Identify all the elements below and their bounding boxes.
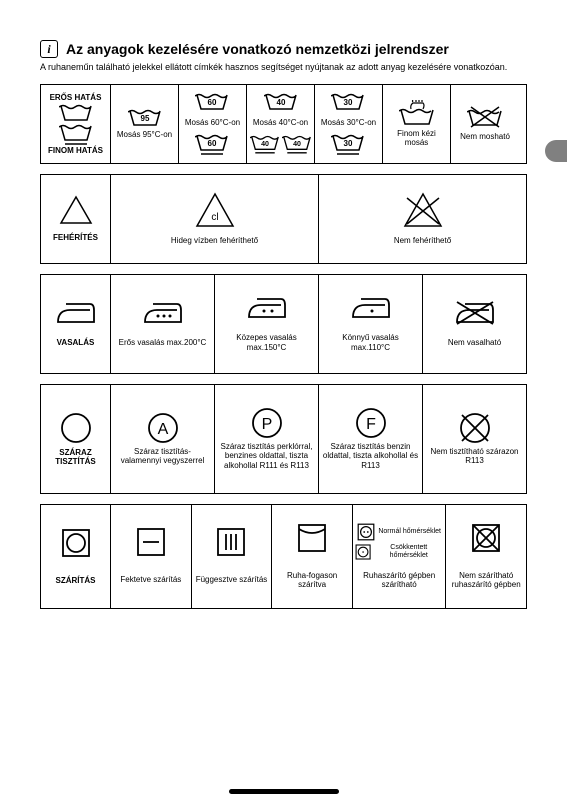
bleach-header: FEHÉRÍTÉS	[53, 233, 98, 242]
basin-40-underline-icon: 40	[250, 132, 280, 156]
dry-header: SZÁRÍTÁS	[56, 576, 96, 585]
dryclean-header: SZÁRAZ TISZTÍTÁS	[44, 448, 107, 466]
circle-a-icon: A	[147, 412, 179, 444]
wash-40-label: Mosás 40°C-on	[253, 118, 308, 128]
square-circle-icon	[61, 528, 91, 558]
dry-tumble-label: Ruhaszárító gépben szárítható	[355, 571, 443, 590]
basin-30-underline-icon: 30	[331, 132, 365, 156]
tumble-cross-icon	[471, 523, 501, 553]
dry-flat-label: Fektetve szárítás	[120, 575, 181, 585]
dry-line-label: Ruha-fogason szárítva	[275, 571, 349, 590]
svg-text:40: 40	[293, 141, 301, 148]
circle-cross-icon	[459, 412, 491, 444]
basin-60-underline-icon: 60	[195, 132, 229, 156]
svg-text:40: 40	[261, 141, 269, 148]
svg-text:60: 60	[208, 139, 217, 148]
triangle-cross-icon	[403, 192, 443, 228]
basin-30-icon: 30	[331, 91, 365, 111]
wash-60-label: Mosás 60°C-on	[185, 118, 240, 128]
wash-gentle-label: FINOM HATÁS	[48, 146, 103, 155]
iron-cross-icon	[455, 300, 495, 326]
square-line-icon	[136, 527, 166, 557]
side-tab	[545, 140, 567, 162]
tumble-1dot-icon	[355, 543, 371, 561]
iron-no-label: Nem vasalható	[448, 338, 501, 348]
dry-hang-label: Függesztve szárítás	[196, 575, 268, 585]
wash-30-label: Mosás 30°C-on	[321, 118, 376, 128]
no-wash-icon	[467, 105, 503, 129]
dryclean-f-label: Száraz tisztítás benzin oldattal, tiszta…	[322, 442, 419, 471]
iron-3dot-icon	[143, 300, 183, 326]
iron-high-label: Erős vasalás max.200°C	[119, 338, 207, 348]
drying-section: SZÁRÍTÁS Fektetve szárítás Függesztve sz…	[40, 504, 527, 609]
iron-2dot-icon	[247, 295, 287, 321]
basin-icon	[59, 102, 93, 122]
iron-icon	[56, 300, 96, 326]
basin-60-icon: 60	[195, 91, 229, 111]
square-arc-icon	[297, 523, 327, 553]
svg-text:A: A	[157, 421, 168, 438]
tumble-normal-label: Normál hőmérséklet	[378, 528, 441, 536]
iron-section: VASALÁS Erős vasalás max.200°C Közepes v…	[40, 274, 527, 374]
dryclean-section: SZÁRAZ TISZTÍTÁS A Száraz tisztítás-vala…	[40, 384, 527, 494]
bleach-no-label: Nem fehéríthető	[394, 236, 451, 246]
wash-95-label: Mosás 95°C-on	[117, 130, 172, 140]
square-3lines-icon	[216, 527, 246, 557]
tumble-low-label: Csökkentett hőmérséklet	[374, 544, 443, 559]
svg-text:30: 30	[344, 98, 353, 107]
circle-f-icon: F	[355, 407, 387, 439]
triangle-icon	[59, 195, 93, 225]
iron-1dot-icon	[351, 295, 391, 321]
svg-text:cl: cl	[211, 212, 218, 223]
dryclean-p-label: Száraz tisztítás perklórral, benzines ol…	[218, 442, 315, 471]
page-content: i Az anyagok kezelésére vonatkozó nemzet…	[0, 0, 567, 639]
iron-low-label: Könnyű vasalás max.110°C	[322, 333, 419, 352]
wash-strong-label: ERŐS HATÁS	[50, 93, 102, 102]
subtitle: A ruhaneműn található jelekkel ellátott …	[40, 62, 527, 74]
tumble-2dot-icon	[357, 523, 375, 541]
page-title: Az anyagok kezelésére vonatkozó nemzetkö…	[66, 41, 449, 57]
iron-header: VASALÁS	[57, 338, 95, 347]
dryclean-a-label: Száraz tisztítás-valamennyi vegyszerrel	[114, 447, 211, 466]
info-icon: i	[40, 40, 58, 58]
dry-no-label: Nem szárítható ruhaszárító gépben	[449, 571, 523, 590]
handwash-icon	[399, 100, 435, 126]
svg-text:95: 95	[140, 114, 149, 123]
basin-underline-icon	[59, 122, 93, 146]
basin-40-icon: 40	[264, 91, 298, 111]
wash-hand-label: Finom kézi mosás	[386, 129, 447, 148]
circle-p-icon: P	[251, 407, 283, 439]
wash-no-label: Nem mosható	[460, 132, 510, 142]
iron-med-label: Közepes vasalás max.150°C	[218, 333, 315, 352]
basin-40-underline2-icon: 40	[282, 132, 312, 156]
triangle-cl-icon: cl	[195, 192, 235, 228]
circle-icon	[60, 412, 92, 444]
bleach-cl-label: Hideg vízben fehéríthető	[171, 236, 258, 246]
title-row: i Az anyagok kezelésére vonatkozó nemzet…	[40, 40, 527, 58]
dryclean-no-label: Nem tisztítható szárazon R113	[426, 447, 523, 466]
svg-text:60: 60	[208, 98, 217, 107]
svg-text:P: P	[261, 416, 272, 433]
svg-text:F: F	[366, 416, 376, 433]
bleach-section: FEHÉRÍTÉS cl Hideg vízben fehéríthető Ne…	[40, 174, 527, 264]
basin-95-icon: 95	[128, 107, 162, 127]
svg-text:30: 30	[344, 139, 353, 148]
svg-text:40: 40	[276, 98, 285, 107]
footer-bar	[229, 789, 339, 794]
washing-section: ERŐS HATÁS FINOM HATÁS 95 Mosás 95°C-on …	[40, 84, 527, 164]
